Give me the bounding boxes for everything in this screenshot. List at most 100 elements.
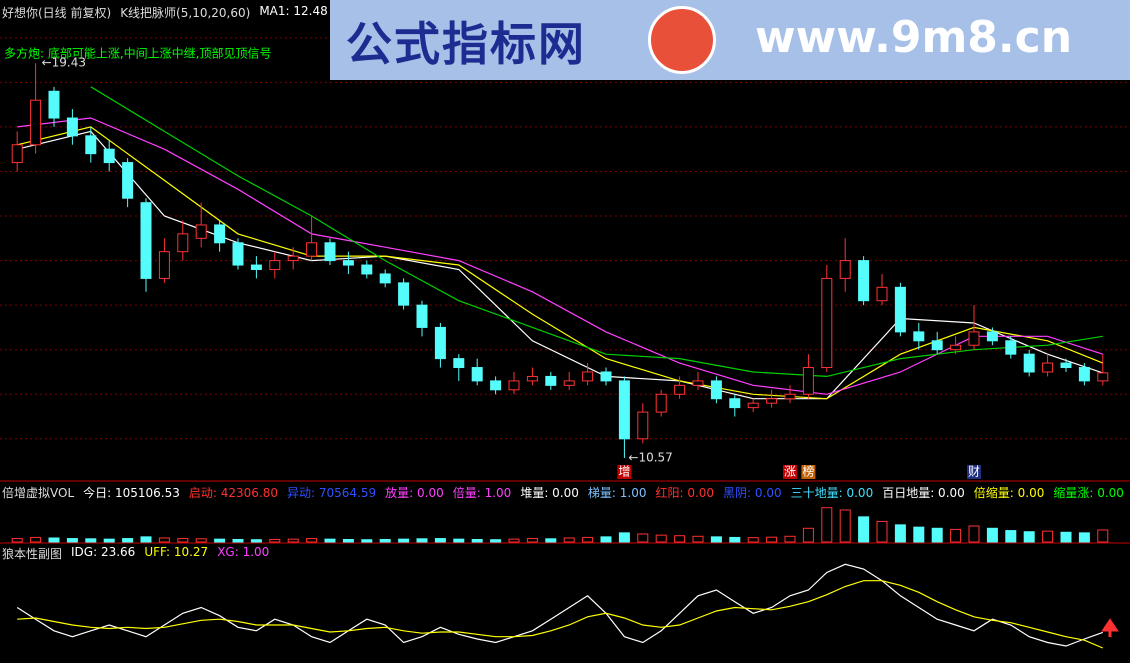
readout: 倍量: 1.00 <box>452 486 512 500</box>
volume-bar <box>784 535 796 543</box>
volume-bar <box>618 532 630 543</box>
volume-bar <box>324 538 336 543</box>
volume-bar <box>306 538 318 543</box>
volume-bar <box>729 536 741 543</box>
volume-bar <box>490 539 502 543</box>
signal: 榜 <box>802 464 814 479</box>
watermark-name: 公式指标网 <box>346 17 586 71</box>
volume-bar <box>122 538 134 543</box>
candle-body <box>968 331 980 346</box>
candle-body <box>545 375 557 386</box>
candle-body <box>950 344 962 351</box>
indicator: K线把脉师(5,10,20,60) <box>120 6 251 20</box>
line <box>17 580 1104 649</box>
volume-bar <box>398 538 410 543</box>
volume-bar <box>839 509 851 543</box>
volume-bar <box>1078 532 1090 543</box>
volume-bar <box>1005 530 1017 543</box>
candle-body <box>434 326 446 360</box>
candle-body <box>1042 362 1054 373</box>
readout: 启动: 42306.80 <box>188 486 279 500</box>
volume-bar <box>582 536 594 543</box>
title: 倍增虚拟VOL <box>2 486 75 500</box>
candle-body <box>582 371 594 382</box>
volume-bar <box>453 538 465 543</box>
volume-bar <box>526 538 538 543</box>
volume-bar <box>269 538 281 543</box>
candle-body <box>729 398 741 409</box>
candle-body <box>1023 353 1035 373</box>
volume-bar <box>232 538 244 543</box>
candle-body <box>66 117 78 137</box>
readout: 红阳: 0.00 <box>655 486 715 500</box>
candle-body <box>398 282 410 306</box>
volume-header: 倍增虚拟VOL 今日: 105106.53 启动: 42306.80 异动: 705… <box>2 484 1130 501</box>
candle-body <box>839 260 851 279</box>
volume-bar <box>968 525 980 543</box>
signal-box <box>967 465 981 479</box>
volume-bar <box>1023 531 1035 543</box>
readout: 梯量: 1.00 <box>587 486 647 500</box>
candle-body <box>526 375 538 382</box>
signal-arrow <box>1101 618 1119 637</box>
candle-body <box>674 384 686 395</box>
volume-bar <box>416 538 428 543</box>
volume-bar <box>287 538 299 543</box>
candle-body <box>618 380 630 440</box>
readout: MA1: 12.48 <box>259 4 328 18</box>
logo <box>648 6 716 74</box>
candle-body <box>471 367 483 382</box>
volume-bar <box>250 539 262 543</box>
title: 好想你(日线 前复权) <box>2 6 112 20</box>
candle-body <box>710 380 722 400</box>
candle-body <box>85 135 97 155</box>
candle-body <box>655 393 667 413</box>
volume-bar <box>894 524 906 543</box>
low-label: ←10.57 <box>628 450 672 464</box>
volume-bar <box>931 527 943 543</box>
signal: 涨 <box>784 464 796 479</box>
volume-bar <box>1042 530 1054 543</box>
candle-body <box>1078 367 1090 382</box>
signal-box <box>801 465 816 479</box>
line <box>17 126 1104 400</box>
readout: XG: 1.00 <box>217 545 270 559</box>
volume-bar <box>30 536 42 543</box>
volume-bar <box>66 538 78 543</box>
signal-box <box>617 465 632 479</box>
volume-bar <box>214 538 226 543</box>
candle-body <box>1005 340 1017 355</box>
volume-bar <box>177 538 189 543</box>
volume-bar <box>858 516 870 543</box>
candle-body <box>122 162 134 199</box>
volume-bar <box>913 526 925 543</box>
candle-body <box>48 90 60 119</box>
volume-bar <box>766 536 778 543</box>
main-header: 好想你(日线 前复权) K线把脉师(5,10,20,60) MA1: 12.48… <box>2 4 367 21</box>
volume-bar <box>637 533 649 543</box>
readout: 堆量: 0.00 <box>520 486 579 500</box>
candle-body <box>416 304 428 328</box>
volume-bar <box>508 538 520 543</box>
candle-body <box>508 380 520 391</box>
candle-body <box>692 380 704 386</box>
candle-body <box>287 255 299 262</box>
candle-body <box>195 224 207 239</box>
candle-body <box>821 277 833 369</box>
candle-body <box>177 233 189 253</box>
readout: 百日地量: 0.00 <box>882 486 965 500</box>
candle-body <box>637 411 649 440</box>
volume-bar <box>140 536 152 543</box>
candle-body <box>269 260 281 271</box>
candle-body <box>103 148 115 164</box>
candle-body <box>894 286 906 333</box>
volume-bar <box>747 537 759 543</box>
volume-bar <box>1097 529 1109 543</box>
volume-bar <box>158 537 170 543</box>
candle-body <box>784 393 796 400</box>
candle-body <box>802 367 814 395</box>
annotation: 多方炮: 底部可能上涨,中间上涨中继,顶部见顶信号 <box>4 46 272 61</box>
candle-body <box>30 99 42 146</box>
readout: 异动: 70564.59 <box>287 486 377 500</box>
